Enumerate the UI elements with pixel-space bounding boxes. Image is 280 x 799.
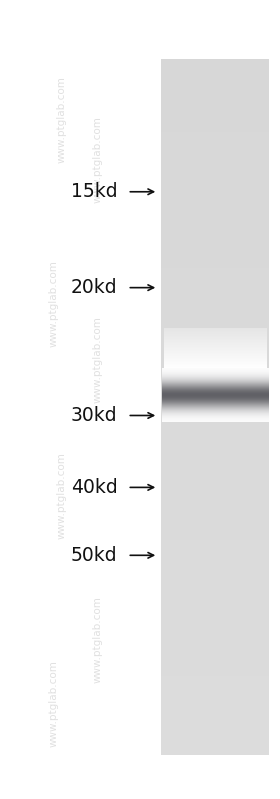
Text: www.ptglab.com: www.ptglab.com	[93, 316, 103, 403]
Text: www.ptglab.com: www.ptglab.com	[48, 660, 58, 746]
Text: 40kd: 40kd	[71, 478, 118, 497]
Text: 15kd: 15kd	[71, 182, 118, 201]
Text: www.ptglab.com: www.ptglab.com	[93, 596, 103, 682]
Text: www.ptglab.com: www.ptglab.com	[48, 260, 58, 347]
Text: 30kd: 30kd	[71, 406, 118, 425]
Text: www.ptglab.com: www.ptglab.com	[93, 117, 103, 203]
Text: 20kd: 20kd	[71, 278, 118, 297]
Text: 50kd: 50kd	[71, 546, 118, 565]
Text: www.ptglab.com: www.ptglab.com	[57, 77, 67, 163]
Text: www.ptglab.com: www.ptglab.com	[57, 452, 67, 539]
